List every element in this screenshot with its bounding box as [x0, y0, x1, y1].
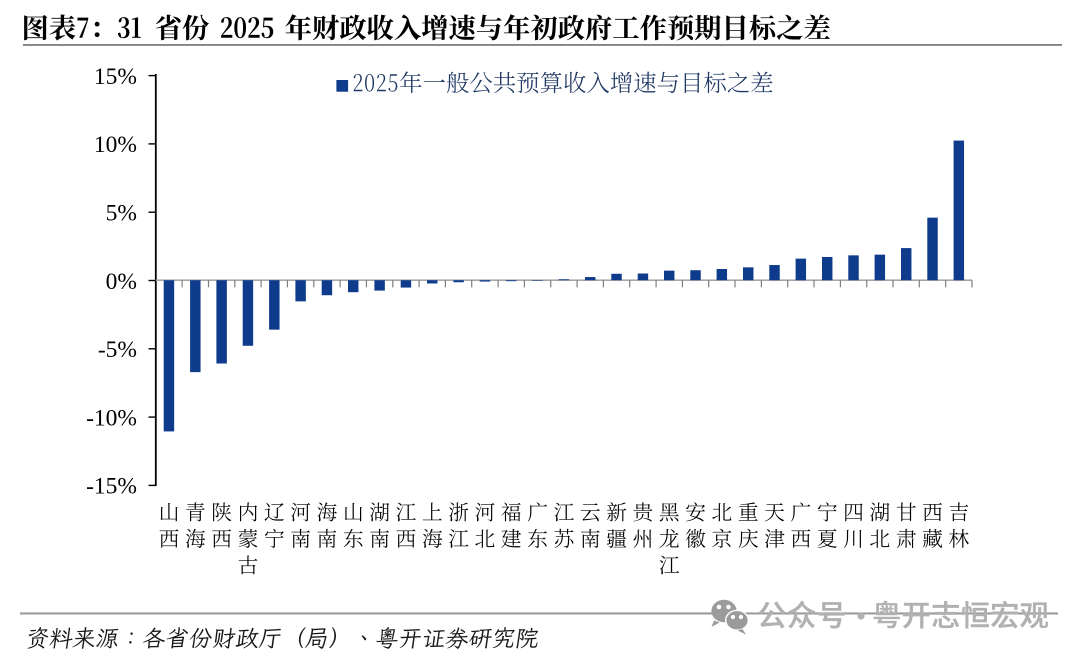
svg-text:15%: 15% — [94, 64, 137, 90]
svg-text:5%: 5% — [106, 201, 137, 227]
svg-text:-15%: -15% — [86, 474, 137, 500]
svg-text:-10%: -10% — [86, 405, 137, 431]
svg-text:0%: 0% — [106, 269, 137, 295]
svg-text:10%: 10% — [94, 132, 137, 158]
svg-text:-5%: -5% — [98, 337, 137, 363]
